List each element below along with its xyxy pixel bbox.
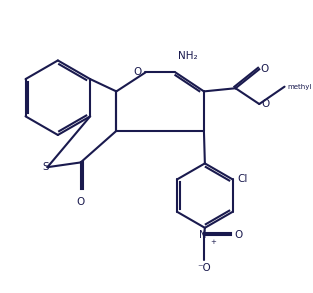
Text: NH₂: NH₂ (178, 51, 198, 61)
Text: O: O (261, 64, 269, 74)
Text: O: O (262, 99, 270, 109)
Text: S: S (43, 162, 49, 172)
Text: O: O (234, 230, 243, 240)
Text: O: O (134, 67, 142, 77)
Text: +: + (210, 239, 216, 245)
Text: methyl: methyl (288, 84, 312, 90)
Text: N: N (199, 230, 206, 240)
Text: ⁻O: ⁻O (197, 263, 211, 273)
Text: O: O (76, 197, 84, 207)
Text: Cl: Cl (237, 175, 248, 185)
